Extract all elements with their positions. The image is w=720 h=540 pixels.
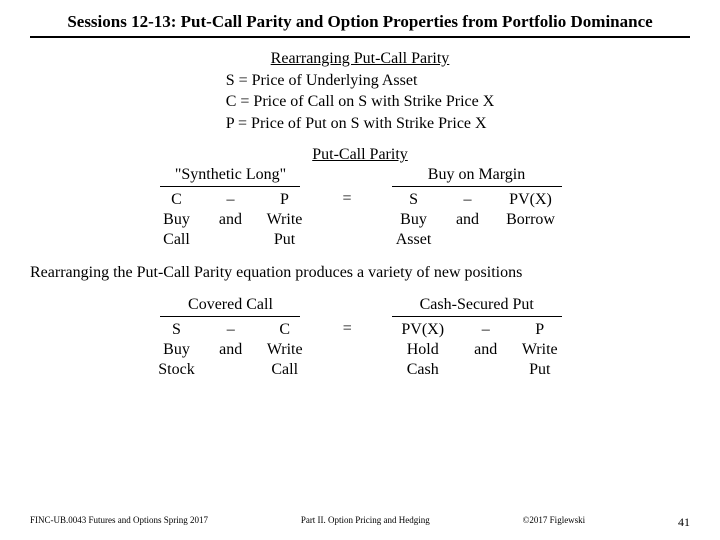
mid-text: Rearranging the Put-Call Parity equation…: [30, 264, 690, 282]
group-rule: [160, 316, 300, 317]
col: S Buy Stock: [158, 320, 194, 380]
sym: P: [535, 320, 544, 340]
sym: C: [171, 190, 182, 210]
sym: C: [279, 320, 290, 340]
lbl: Call: [271, 360, 298, 380]
sym: P: [280, 190, 289, 210]
col: – and: [450, 190, 486, 250]
lbl: and: [456, 210, 479, 230]
lbl: and: [219, 210, 242, 230]
col: S Buy Asset: [396, 190, 432, 250]
buy-on-margin-group: Buy on Margin S Buy Asset – and PV(X) Bo…: [392, 166, 562, 250]
footer: FINC-UB.0043 Futures and Options Spring …: [30, 515, 690, 530]
lbl: Hold: [407, 340, 439, 360]
group-title: "Synthetic Long": [158, 166, 302, 184]
triple: PV(X) Hold Cash – and P Write Put: [392, 320, 562, 380]
def-line: C = Price of Call on S with Strike Price…: [226, 91, 495, 113]
cash-secured-put-group: Cash-Secured Put PV(X) Hold Cash – and P…: [392, 296, 562, 380]
defs-heading: Rearranging Put-Call Parity: [226, 48, 495, 70]
lbl: Buy: [163, 340, 190, 360]
lbl: Buy: [163, 210, 190, 230]
equals-sign: =: [342, 190, 351, 208]
col: P Write Put: [266, 190, 302, 250]
col: – and: [212, 190, 248, 250]
lbl: Buy: [400, 210, 427, 230]
col: C Buy Call: [158, 190, 194, 250]
lbl: Put: [274, 230, 295, 250]
lbl: Put: [529, 360, 550, 380]
def-line: S = Price of Underlying Asset: [226, 70, 495, 92]
footer-center: Part II. Option Pricing and Hedging: [301, 515, 430, 530]
lbl: and: [474, 340, 497, 360]
group-title: Buy on Margin: [392, 166, 562, 184]
slide-title: Sessions 12-13: Put-Call Parity and Opti…: [30, 12, 690, 36]
synthetic-long-group: "Synthetic Long" C Buy Call – and P Writ…: [158, 166, 302, 250]
lbl: Cash: [407, 360, 439, 380]
page-number: 41: [678, 515, 690, 530]
triple: C Buy Call – and P Write Put: [158, 190, 302, 250]
group-title: Covered Call: [158, 296, 302, 314]
title-rule: [30, 36, 690, 38]
col: – and: [213, 320, 249, 380]
footer-right: ©2017 Figlewski: [523, 515, 586, 530]
sym: S: [409, 190, 418, 210]
triple: S Buy Stock – and C Write Call: [158, 320, 302, 380]
footer-left: FINC-UB.0043 Futures and Options Spring …: [30, 515, 208, 530]
col: P Write Put: [522, 320, 558, 380]
triple: S Buy Asset – and PV(X) Borrow: [392, 190, 562, 250]
col: – and: [468, 320, 504, 380]
col: PV(X) Borrow: [504, 190, 558, 250]
sym: –: [464, 190, 472, 210]
equation-row-1: "Synthetic Long" C Buy Call – and P Writ…: [30, 166, 690, 250]
pcp-heading: Put-Call Parity: [30, 146, 690, 164]
lbl: Borrow: [506, 210, 555, 230]
sym: –: [227, 320, 235, 340]
sym: PV(X): [401, 320, 444, 340]
def-line: P = Price of Put on S with Strike Price …: [226, 113, 495, 135]
sym: –: [226, 190, 234, 210]
lbl: Write: [522, 340, 558, 360]
col: PV(X) Hold Cash: [396, 320, 450, 380]
equals-sign: =: [343, 320, 352, 338]
lbl: Write: [267, 340, 303, 360]
lbl: Stock: [158, 360, 194, 380]
equation-row-2: Covered Call S Buy Stock – and C Write C…: [30, 296, 690, 380]
group-rule: [160, 186, 300, 187]
group-rule: [392, 186, 562, 187]
group-rule: [392, 316, 562, 317]
group-title: Cash-Secured Put: [392, 296, 562, 314]
lbl: Call: [163, 230, 190, 250]
sym: S: [172, 320, 181, 340]
sym: –: [482, 320, 490, 340]
slide: Sessions 12-13: Put-Call Parity and Opti…: [0, 0, 720, 540]
lbl: Asset: [396, 230, 432, 250]
col: C Write Call: [267, 320, 303, 380]
definitions-block: Rearranging Put-Call Parity S = Price of…: [226, 48, 495, 134]
lbl: Write: [267, 210, 303, 230]
covered-call-group: Covered Call S Buy Stock – and C Write C…: [158, 296, 302, 380]
lbl: and: [219, 340, 242, 360]
sym: PV(X): [509, 190, 552, 210]
